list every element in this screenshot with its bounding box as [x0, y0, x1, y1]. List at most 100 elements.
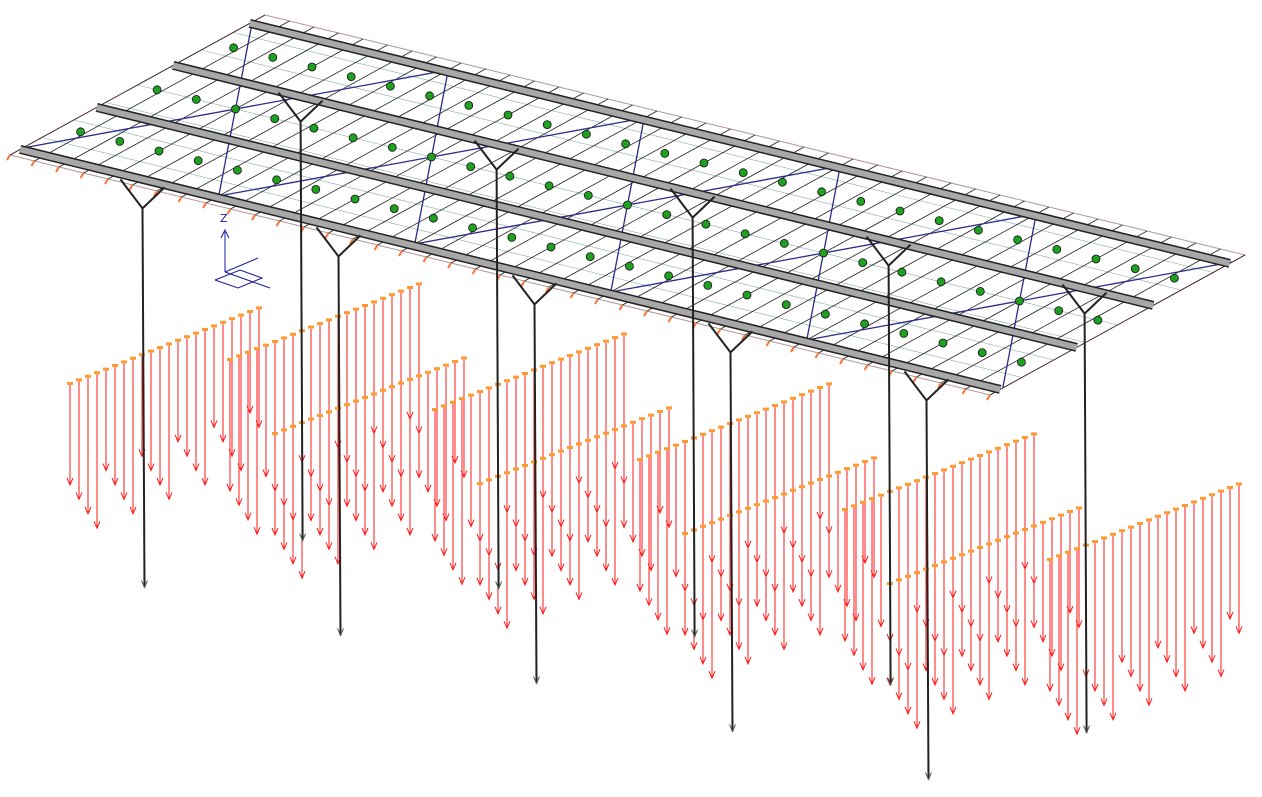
node-marker: [351, 195, 359, 203]
load-tag: [673, 444, 679, 447]
load-tag: [826, 474, 832, 477]
load-tag: [790, 489, 796, 492]
load-tag: [896, 486, 902, 489]
load-tag: [193, 332, 199, 335]
load-tag: [612, 428, 618, 431]
node-marker: [700, 159, 708, 167]
load-tag: [441, 404, 447, 407]
load-tag: [1200, 497, 1206, 500]
load-tag: [1191, 500, 1197, 503]
load-tag: [425, 371, 431, 374]
load-tag: [558, 358, 564, 361]
load-tag: [362, 304, 368, 307]
node-marker: [1094, 316, 1102, 324]
load-tag: [67, 382, 73, 385]
load-tag: [353, 308, 359, 311]
load-tag: [1218, 490, 1224, 493]
load-tag: [959, 553, 965, 556]
load-tag: [371, 300, 377, 303]
load-tag: [878, 494, 884, 497]
load-tag: [772, 404, 778, 407]
node-marker: [547, 243, 555, 251]
load-tag: [1227, 486, 1233, 489]
node-marker: [624, 201, 632, 209]
node-marker: [780, 239, 788, 247]
load-tag: [968, 550, 974, 553]
load-tag: [1119, 529, 1125, 532]
load-tag: [398, 382, 404, 385]
page: Z (() => { const data = JSON.parse(docum…: [0, 0, 1262, 797]
load-tag: [808, 482, 814, 485]
load-tag: [290, 333, 296, 336]
load-tag: [657, 410, 663, 413]
load-tag: [272, 340, 278, 343]
load-tag: [799, 485, 805, 488]
load-tag: [977, 546, 983, 549]
load-tag: [211, 324, 217, 327]
node-marker: [974, 226, 982, 234]
load-tag: [585, 439, 591, 442]
load-tag: [709, 429, 715, 432]
load-tag: [308, 326, 314, 329]
load-tag: [344, 403, 350, 406]
load-tag: [407, 378, 413, 381]
z-label: Z: [220, 212, 228, 225]
load-tag: [254, 347, 260, 350]
load-tag: [452, 360, 458, 363]
node-marker: [543, 121, 551, 129]
load-tag: [700, 433, 706, 436]
load-tag: [799, 393, 805, 396]
load-tag: [1101, 536, 1107, 539]
node-marker: [155, 147, 163, 155]
node-marker: [582, 130, 590, 138]
load-tag: [504, 471, 510, 474]
load-tag: [308, 418, 314, 421]
node-marker: [310, 124, 318, 132]
load-tag: [835, 471, 841, 474]
load-tag: [540, 365, 546, 368]
load-tag: [664, 447, 670, 450]
node-marker: [153, 86, 161, 94]
node-marker: [935, 217, 943, 225]
load-tag: [950, 557, 956, 560]
node-marker: [349, 134, 357, 142]
node-marker: [312, 185, 320, 193]
load-tag: [522, 372, 528, 375]
load-tag: [504, 379, 510, 382]
load-tag: [247, 310, 253, 313]
node-marker: [778, 178, 786, 186]
node-marker: [426, 92, 434, 100]
load-tag: [682, 440, 688, 443]
node-marker: [469, 224, 477, 232]
load-tag: [256, 306, 262, 309]
load-tag: [1013, 532, 1019, 535]
node-marker: [622, 140, 630, 148]
node-marker: [702, 220, 710, 228]
node-marker: [388, 143, 396, 151]
load-tag: [1022, 528, 1028, 531]
load-tag: [1092, 540, 1098, 543]
load-tag: [1110, 533, 1116, 536]
load-tag: [380, 297, 386, 300]
load-tag: [718, 518, 724, 521]
load-tag: [986, 450, 992, 453]
load-tag: [549, 361, 555, 364]
node-marker: [665, 272, 673, 280]
load-tag: [860, 501, 866, 504]
node-marker: [429, 214, 437, 222]
load-tag: [459, 397, 465, 400]
load-tag: [229, 317, 235, 320]
node-marker: [896, 207, 904, 215]
load-tag: [905, 575, 911, 578]
load-tag: [817, 386, 823, 389]
load-tag: [905, 483, 911, 486]
load-tag: [344, 311, 350, 314]
load-tag: [1049, 517, 1055, 520]
load-tag: [353, 400, 359, 403]
load-tag: [709, 521, 715, 524]
node-marker: [192, 95, 200, 103]
load-tag: [763, 408, 769, 411]
load-tag: [700, 525, 706, 528]
load-tag: [157, 346, 163, 349]
load-tag: [968, 458, 974, 461]
